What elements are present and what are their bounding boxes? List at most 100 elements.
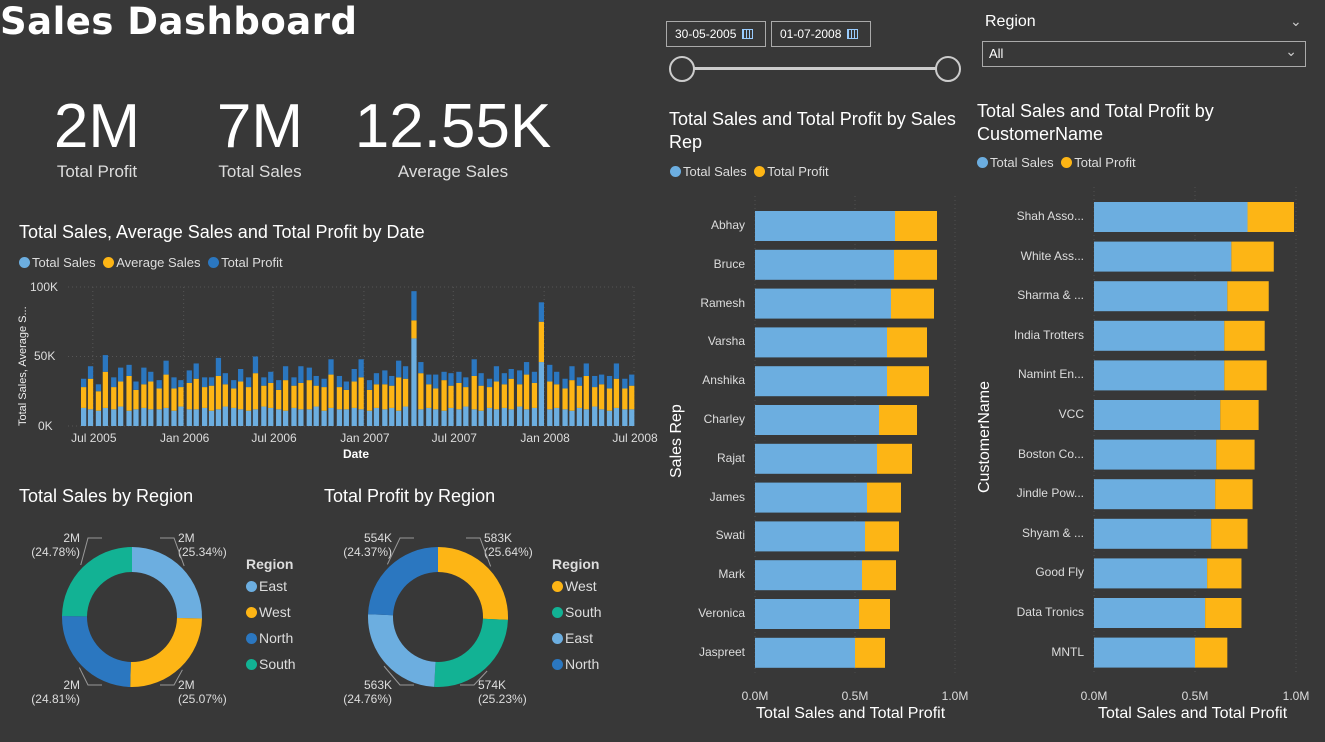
bar-total-sales	[583, 409, 589, 426]
data-label-value: 554K	[363, 531, 392, 545]
bar-average-sales	[111, 387, 117, 410]
bar-average-sales	[282, 380, 289, 411]
category-label: Namint En...	[1017, 367, 1084, 382]
bar-total-sales	[471, 409, 477, 426]
legend-item[interactable]: Total Sales	[19, 255, 96, 270]
category-label: Data Tronics	[1016, 605, 1084, 619]
bar-total-profit	[554, 371, 560, 385]
bar-total-profit	[95, 384, 102, 392]
bar-average-sales	[373, 384, 380, 408]
calendar-icon[interactable]	[742, 29, 754, 39]
start-date-input[interactable]: 30-05-2005	[666, 21, 766, 47]
data-label: 2M (25.34%)	[178, 531, 238, 559]
category-label: Rajat	[716, 450, 745, 465]
legend-item[interactable]: Total Sales	[670, 164, 747, 179]
bar-average-sales	[171, 388, 177, 411]
bar-total-profit	[1224, 320, 1265, 351]
legend-dot-icon	[103, 257, 115, 268]
bar-total-profit	[448, 373, 454, 386]
legend-item[interactable]: Total Profit	[208, 255, 283, 270]
bar-total-profit	[877, 443, 912, 474]
bar-total-profit	[1216, 439, 1255, 470]
legend-item[interactable]: Total Sales	[977, 155, 1054, 170]
legend-item[interactable]: South	[552, 604, 602, 620]
bar-total-profit	[859, 599, 890, 629]
chart-legend: Total Sales Total Profit	[670, 164, 833, 179]
data-label: 2M (24.78%)	[20, 531, 80, 559]
bar-total-sales	[755, 482, 867, 513]
bar-average-sales	[238, 381, 244, 410]
bar-average-sales	[538, 321, 544, 363]
category-label: Shyam & ...	[1021, 525, 1084, 540]
donut-slice-west	[130, 617, 202, 687]
bar-average-sales	[562, 388, 568, 410]
chevron-down-icon[interactable]: ⌄	[1290, 13, 1302, 29]
data-label-percent: (25.34%)	[178, 545, 227, 559]
bar-average-sales	[81, 387, 87, 408]
bar-average-sales	[245, 387, 252, 411]
chart-title: Total Profit by Region	[324, 486, 496, 506]
bar-total-profit	[493, 366, 500, 382]
legend-title: Region	[246, 556, 294, 572]
date-slider-track[interactable]	[682, 67, 948, 70]
bar-total-sales	[755, 249, 894, 280]
legend-label: West	[259, 604, 291, 620]
bar-total-profit	[201, 377, 208, 388]
y-tick: 0K	[38, 419, 53, 433]
kpi-average-sales: 12.55K Average Sales	[343, 92, 563, 182]
legend-item[interactable]: East	[552, 630, 593, 646]
bar-average-sales	[396, 377, 402, 411]
bar-total-profit	[396, 360, 402, 378]
legend-item[interactable]: Average Sales	[103, 255, 201, 270]
kpi-total-profit: 2M Total Profit	[37, 92, 157, 182]
bar-total-profit	[622, 378, 628, 389]
bar-total-sales	[178, 406, 184, 426]
bar-total-sales	[366, 410, 373, 426]
bar-total-profit	[592, 375, 598, 388]
leader-line	[160, 669, 183, 686]
region-dropdown[interactable]: All ⌄	[982, 41, 1306, 67]
bar-average-sales	[523, 374, 530, 410]
calendar-icon[interactable]	[847, 29, 859, 39]
bar-average-sales	[186, 382, 192, 410]
bar-total-sales	[554, 407, 560, 426]
bar-total-sales	[1094, 360, 1225, 391]
legend-item[interactable]: West	[246, 604, 291, 620]
end-date-input[interactable]: 01-07-2008	[771, 21, 871, 47]
bar-total-profit	[389, 375, 395, 386]
bar-total-profit	[282, 366, 289, 381]
category-label: Good Fly	[1035, 565, 1084, 580]
x-tick: Jul 2006	[251, 431, 297, 445]
legend-label: North	[259, 630, 294, 646]
date-slider-end-handle[interactable]	[935, 56, 961, 82]
legend-item[interactable]: North	[246, 630, 293, 646]
legend-item[interactable]: Total Profit	[754, 164, 829, 179]
bar-total-sales	[282, 410, 289, 426]
legend-item[interactable]: Total Profit	[1061, 155, 1136, 170]
legend-dot-icon	[552, 633, 563, 644]
leader-line	[160, 537, 185, 567]
region-dropdown-value: All	[989, 46, 1004, 61]
bar-average-sales	[328, 374, 334, 408]
data-label-value: 2M	[178, 531, 195, 545]
date-slider-start-handle[interactable]	[669, 56, 695, 82]
legend-item[interactable]: West	[552, 578, 597, 594]
legend-item[interactable]: South	[246, 656, 296, 672]
legend-dot-icon	[246, 633, 257, 644]
bar-total-sales	[426, 407, 432, 426]
bar-total-profit	[382, 370, 388, 385]
bar-total-sales	[531, 407, 538, 426]
chart-legend: Total Sales Total Profit	[977, 155, 1140, 170]
bar-total-sales	[141, 407, 147, 426]
x-axis-title: Date	[343, 447, 370, 461]
legend-item[interactable]: East	[246, 578, 287, 594]
bar-total-sales	[389, 407, 395, 426]
leader-line	[386, 537, 414, 565]
bar-total-sales	[1094, 320, 1225, 351]
legend-item[interactable]: North	[552, 656, 599, 672]
bar-total-sales	[193, 409, 199, 426]
bar-total-profit	[1220, 400, 1259, 430]
bar-total-profit	[865, 521, 899, 552]
legend-label: East	[565, 630, 594, 646]
category-label: Abhay	[710, 218, 745, 232]
